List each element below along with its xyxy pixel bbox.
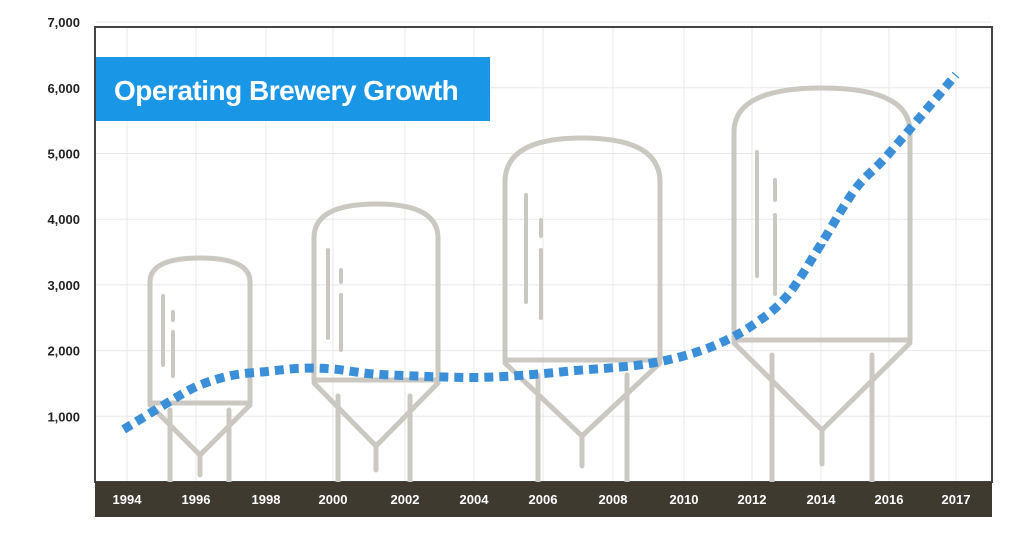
- y-tick-label: 1,000: [47, 409, 80, 424]
- x-tick-label: 1998: [252, 492, 281, 507]
- chart-title: Operating Brewery Growth: [114, 75, 458, 106]
- x-tick-label: 2014: [807, 492, 837, 507]
- x-tick-label: 2002: [391, 492, 420, 507]
- x-tick-label: 1996: [182, 492, 211, 507]
- x-tick-label: 2006: [529, 492, 558, 507]
- y-tick-label: 2,000: [47, 344, 80, 359]
- x-tick-label: 2000: [319, 492, 348, 507]
- tank-illustrations: [147, 85, 913, 485]
- x-tick-label: 2008: [599, 492, 628, 507]
- growth-line: [121, 71, 960, 434]
- x-axis: 1994 1996 1998 2000 2002 2004 2006 2008 2010 2012…: [113, 492, 971, 507]
- x-tick-label: 2004: [460, 492, 490, 507]
- tank-icon-large: [502, 135, 663, 485]
- tank-icon-small: [147, 255, 253, 485]
- y-tick-label: 7,000: [47, 15, 80, 30]
- y-tick-label: 4,000: [47, 212, 80, 227]
- tank-icon-xlarge: [731, 85, 913, 485]
- x-tick-label: 2012: [738, 492, 767, 507]
- y-tick-label: 5,000: [47, 147, 80, 162]
- tank-icon-medium: [311, 201, 441, 485]
- series-growth: [121, 71, 960, 434]
- title-box: [96, 57, 490, 121]
- x-tick-label: 2016: [875, 492, 904, 507]
- x-axis-band: [95, 482, 992, 517]
- y-tick-label: 6,000: [47, 81, 80, 96]
- y-tick-label: 3,000: [47, 278, 80, 293]
- x-tick-label: 1994: [113, 492, 143, 507]
- y-axis: 1,000 2,000 3,000 4,000 5,000 6,000 7,000: [47, 15, 80, 424]
- x-tick-label: 2017: [942, 492, 971, 507]
- x-tick-label: 2010: [670, 492, 699, 507]
